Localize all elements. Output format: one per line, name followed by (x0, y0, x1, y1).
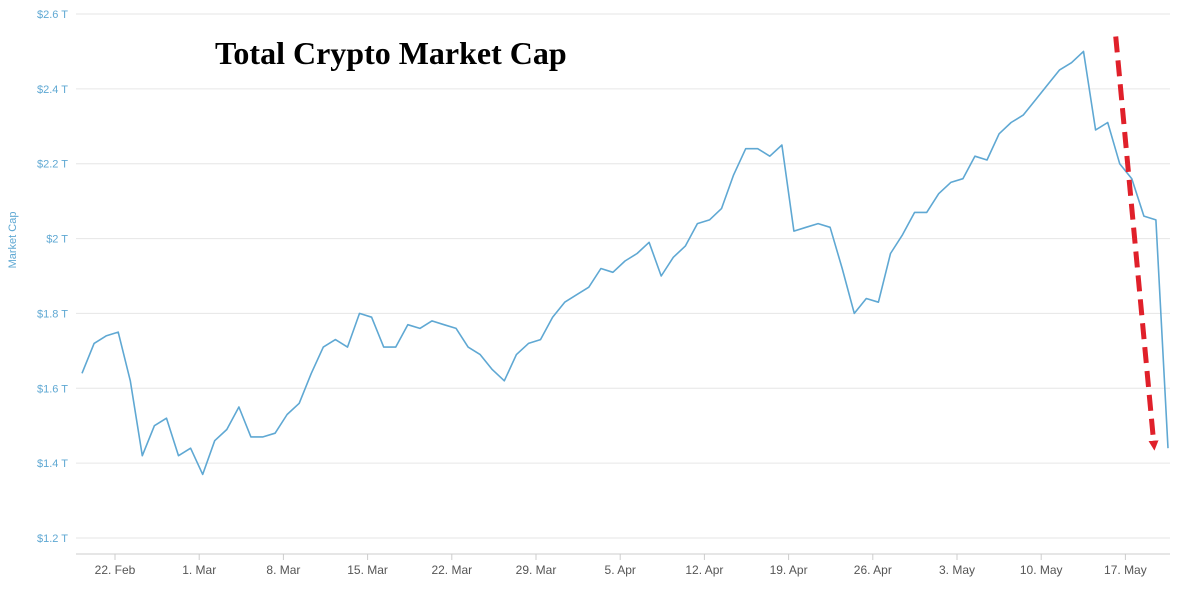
y-tick-label: $2.4 T (37, 84, 68, 96)
market-cap-line (81, 50, 1169, 476)
x-tick-label: 3. May (939, 563, 975, 577)
chart-title: Total Crypto Market Cap (215, 35, 567, 71)
x-tick-label: 22. Feb (95, 563, 136, 577)
y-axis: $1.2 T $1.4 T $1.6 T $1.8 T $2 T $2.2 T $2.4 T… (37, 9, 68, 545)
grid (76, 13, 1170, 539)
y-axis-label: Market Cap (7, 212, 19, 269)
x-tick-label: 19. Apr (770, 563, 808, 577)
x-tick-label: 5. Apr (605, 563, 636, 577)
x-tick-label: 26. Apr (854, 563, 892, 577)
y-tick-label: $2.6 T (37, 9, 68, 21)
x-tick-label: 12. Apr (685, 563, 723, 577)
drop-arrow (1113, 36, 1159, 451)
y-tick-label: $2 T (46, 234, 68, 246)
y-tick-label: $1.2 T (37, 533, 68, 545)
x-tick-label: 17. May (1104, 563, 1147, 577)
x-tick-label: 15. Mar (347, 563, 388, 577)
y-tick-label: $1.8 T (37, 308, 68, 320)
y-tick-label: $1.4 T (37, 458, 68, 470)
y-tick-label: $2.2 T (37, 159, 68, 171)
x-tick-label: 8. Mar (266, 563, 300, 577)
x-tick-label: 22. Mar (431, 563, 472, 577)
x-tick-label: 10. May (1020, 563, 1063, 577)
x-tick-label: 1. Mar (182, 563, 216, 577)
y-tick-label: $1.6 T (37, 383, 68, 395)
x-axis: 22. Feb 1. Mar 8. Mar 15. Mar 22. Mar 29. Mar… (76, 553, 1170, 577)
x-tick-label: 29. Mar (516, 563, 557, 577)
